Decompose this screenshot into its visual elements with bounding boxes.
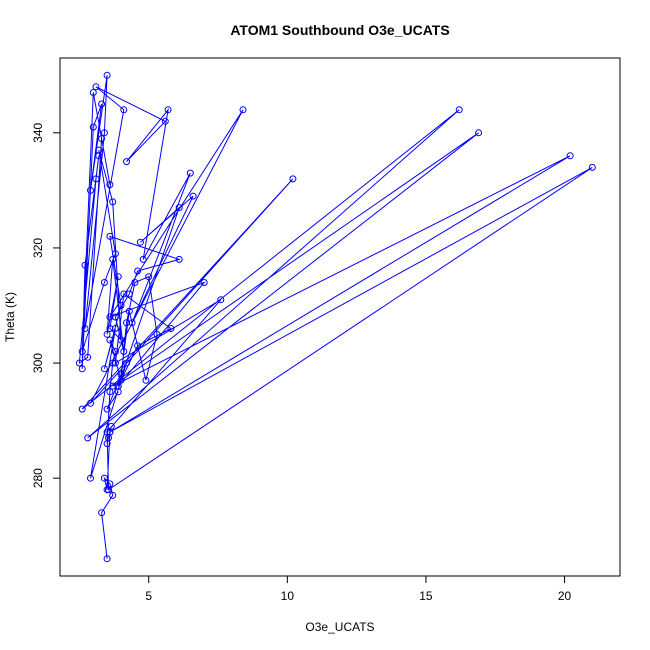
y-axis-label: Theta (K) [3,292,17,342]
data-point [142,376,150,384]
data-point [125,290,133,298]
data-point [125,307,133,315]
data-point [109,255,117,263]
data-point [117,371,125,379]
x-tick-label: 15 [419,589,433,603]
x-tick-label: 20 [558,589,572,603]
data-point [134,267,142,275]
x-tick-label: 10 [281,589,295,603]
data-point [117,336,125,344]
x-tick-label: 5 [145,589,152,603]
data-point [92,175,100,183]
y-tick-label: 300 [31,353,45,373]
data-point [114,388,122,396]
data-point [84,353,92,361]
data-point [103,71,111,79]
data-point [114,273,122,281]
data-point [106,232,114,240]
data-point [103,440,111,448]
data-point [111,325,119,332]
data-point [106,388,114,396]
data-point [89,123,97,131]
data-point [217,296,225,304]
data-point [289,175,297,183]
data-point [117,302,125,309]
y-axis: 280 300 320 340 [31,122,60,488]
data-point [81,325,89,332]
data-point [103,405,111,413]
data-point [105,486,112,494]
data-point [136,238,144,246]
data-point [111,359,119,367]
data-point [87,474,94,482]
series-group [75,71,596,563]
data-point [123,359,130,367]
data-point [175,255,183,263]
data-point [103,555,111,563]
data-point [239,106,247,114]
data-point [100,365,108,373]
data-point [120,348,128,355]
data-point [100,129,108,137]
y-tick-label: 320 [31,238,45,258]
data-point [84,434,92,442]
data-point [131,279,139,286]
y-tick-label: 340 [31,122,45,142]
data-point [106,181,114,189]
series-line [78,75,593,559]
data-point [123,158,130,166]
data-point [167,325,175,332]
data-point [98,509,106,517]
data-point [78,365,86,373]
data-point [164,106,172,114]
data-point [186,169,194,177]
data-point [200,279,208,286]
data-point [109,198,117,206]
data-point [106,336,114,344]
data-point [106,428,114,436]
plot-frame [59,57,621,577]
data-point [100,279,108,286]
data-point [120,106,128,114]
data-point [103,330,111,338]
data-point [455,106,463,114]
data-point [92,83,100,91]
y-tick-label: 280 [31,468,45,488]
data-point [588,163,596,171]
data-point [78,405,86,413]
data-point [109,359,117,367]
x-axis: 5 10 15 20 [145,576,572,603]
data-point [78,348,86,355]
data-point [98,135,106,143]
data-point [111,313,119,321]
data-point [139,255,147,263]
data-point [98,100,106,108]
data-point [87,186,94,194]
data-point [175,204,183,212]
data-point [145,273,153,281]
data-point [475,129,483,137]
chart-title: ATOM1 Southbound O3e_UCATS [230,22,449,38]
data-point [128,319,136,327]
data-point [103,428,111,436]
data-point [87,399,94,407]
x-axis-label: O3e_UCATS [305,620,374,634]
data-point [111,250,119,258]
data-point [111,348,119,355]
data-point [75,359,83,367]
data-point [81,261,89,269]
data-point [95,146,103,154]
data-point [89,89,97,96]
data-point [161,117,169,125]
data-point [566,152,574,160]
data-point [189,192,197,200]
data-point [100,474,108,482]
data-point [109,491,117,499]
data-point [134,342,142,350]
data-point [153,330,161,338]
